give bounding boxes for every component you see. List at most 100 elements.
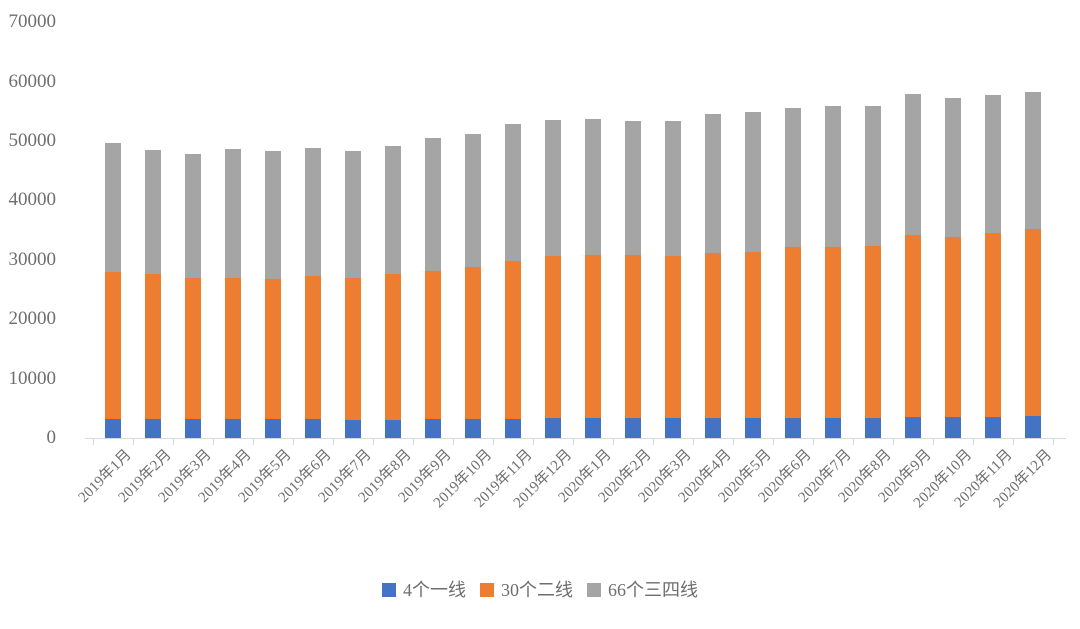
legend-item-30个二线: 30个二线 — [480, 580, 573, 600]
bar-2019年9月 — [425, 138, 441, 438]
bar-segment-4个一线 — [425, 419, 441, 438]
bar-2019年2月 — [145, 149, 161, 438]
bar-2020年2月 — [625, 120, 641, 438]
x-axis-tick — [613, 438, 614, 445]
bar-segment-30个二线 — [385, 274, 401, 420]
bar-segment-4个一线 — [705, 417, 721, 438]
bar-segment-4个一线 — [545, 418, 561, 438]
bar-segment-66个三四线 — [505, 124, 521, 262]
bar-segment-4个一线 — [145, 419, 161, 438]
bar-2019年7月 — [345, 150, 361, 438]
bar-segment-30个二线 — [785, 247, 801, 418]
bar-2020年12月 — [1025, 91, 1041, 438]
bar-segment-30个二线 — [625, 255, 641, 419]
bar-segment-4个一线 — [1025, 415, 1041, 438]
bar-2020年7月 — [825, 106, 841, 438]
bar-segment-4个一线 — [785, 417, 801, 438]
x-axis-tick — [133, 438, 134, 445]
x-axis-tick — [533, 438, 534, 445]
x-axis-tick — [733, 438, 734, 445]
bar-segment-30个二线 — [545, 255, 561, 419]
bar-2019年6月 — [305, 148, 321, 438]
bar-segment-4个一线 — [105, 419, 121, 438]
bar-segment-30个二线 — [105, 271, 121, 419]
x-axis-tick — [1053, 438, 1054, 445]
x-axis-labels: 2019年1月 2019年2月 2019年3月 2019年4月 2019年5月 2019年… — [76, 444, 1055, 554]
bar-segment-30个二线 — [465, 267, 481, 420]
bar-segment-30个二线 — [305, 275, 321, 420]
bar-segment-30个二线 — [905, 234, 921, 417]
legend-label: 66个三四线 — [608, 580, 698, 600]
bar-segment-4个一线 — [185, 419, 201, 438]
bar-segment-66个三四线 — [425, 138, 441, 272]
bar-segment-4个一线 — [625, 418, 641, 438]
bar-segment-30个二线 — [265, 279, 281, 420]
bar-segment-66个三四线 — [225, 149, 241, 278]
x-axis-line — [85, 438, 1066, 439]
legend-swatch-icon — [382, 583, 396, 597]
x-axis-tick — [893, 438, 894, 445]
legend-item-66个三四线: 66个三四线 — [587, 580, 698, 600]
bar-segment-4个一线 — [825, 417, 841, 438]
legend-label: 4个一线 — [403, 580, 466, 600]
bar-segment-4个一线 — [305, 419, 321, 438]
bar-2019年4月 — [225, 149, 241, 438]
bar-segment-4个一线 — [865, 417, 881, 438]
x-axis-tick — [933, 438, 934, 445]
bar-segment-4个一线 — [385, 419, 401, 438]
bar-segment-4个一线 — [905, 416, 921, 438]
bar-2019年3月 — [185, 153, 201, 438]
bar-segment-30个二线 — [225, 277, 241, 419]
bar-segment-66个三四线 — [265, 150, 281, 280]
bar-segment-30个二线 — [425, 271, 441, 420]
y-tick-label: 0 — [46, 427, 57, 448]
x-axis-tick — [573, 438, 574, 445]
bar-segment-66个三四线 — [905, 94, 921, 235]
bar-segment-66个三四线 — [465, 133, 481, 268]
bar-segment-66个三四线 — [985, 94, 1001, 234]
bar-segment-4个一线 — [265, 419, 281, 438]
y-tick-label: 10000 — [8, 367, 57, 389]
bar-segment-30个二线 — [1025, 228, 1041, 416]
bar-segment-30个二线 — [665, 255, 681, 418]
bar-2020年5月 — [745, 111, 761, 438]
y-axis: 0 10000 20000 30000 40000 50000 60000 70000 — [0, 0, 60, 448]
bar-2019年10月 — [465, 133, 481, 438]
bar-segment-66个三四线 — [945, 98, 961, 237]
x-axis-tick — [973, 438, 974, 445]
bar-segment-66个三四线 — [825, 106, 841, 248]
bar-segment-66个三四线 — [705, 114, 721, 254]
y-tick-label: 50000 — [8, 130, 57, 151]
bar-2020年3月 — [665, 120, 681, 438]
bar-segment-66个三四线 — [585, 119, 601, 256]
bar-segment-66个三四线 — [865, 105, 881, 246]
bar-2020年10月 — [945, 98, 961, 438]
bar-segment-66个三四线 — [185, 153, 201, 278]
y-tick-label: 70000 — [8, 11, 57, 33]
y-tick-label: 30000 — [8, 248, 57, 270]
x-axis-tick — [413, 438, 414, 445]
legend-label: 30个二线 — [501, 580, 573, 600]
bar-segment-30个二线 — [585, 255, 601, 419]
bar-2020年9月 — [905, 94, 921, 438]
bar-segment-4个一线 — [985, 416, 1001, 438]
x-axis-tick — [173, 438, 174, 445]
bar-segment-30个二线 — [865, 245, 881, 418]
bar-2020年4月 — [705, 114, 721, 438]
x-axis-tick — [853, 438, 854, 445]
x-axis-tick — [293, 438, 294, 445]
bar-2019年5月 — [265, 150, 281, 438]
bar-segment-66个三四线 — [145, 149, 161, 274]
bar-segment-30个二线 — [185, 277, 201, 419]
bar-segment-4个一线 — [745, 417, 761, 438]
bar-segment-4个一线 — [945, 416, 961, 438]
bar-2020年1月 — [585, 119, 601, 438]
legend-swatch-icon — [480, 583, 494, 597]
bar-segment-30个二线 — [145, 273, 161, 420]
bar-2020年8月 — [865, 105, 881, 438]
x-axis-tick — [1013, 438, 1014, 445]
x-axis-ticks — [93, 438, 1054, 446]
bar-segment-66个三四线 — [745, 111, 761, 252]
x-axis-tick — [253, 438, 254, 445]
